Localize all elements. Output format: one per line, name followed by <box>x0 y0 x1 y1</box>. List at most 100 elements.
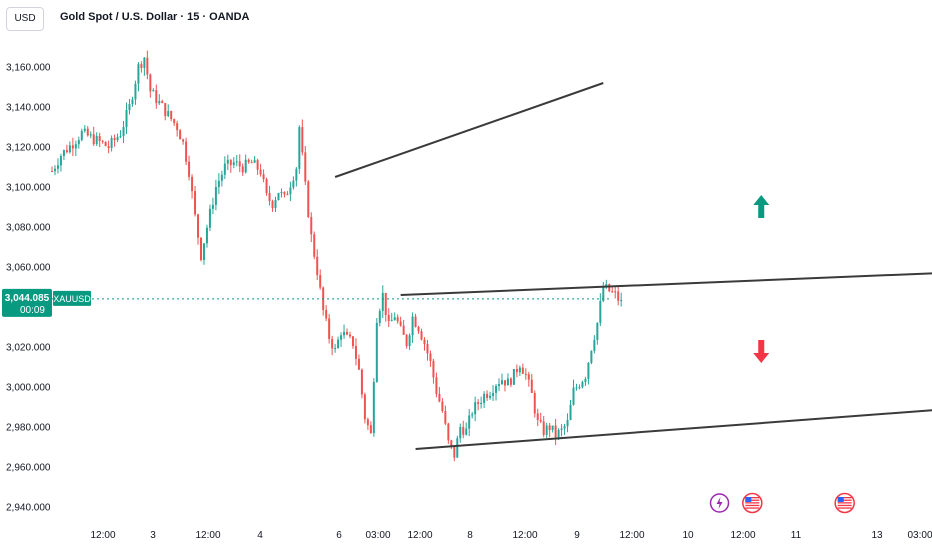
candle <box>512 368 515 385</box>
candle <box>432 358 435 384</box>
candle <box>56 158 59 174</box>
candle-body <box>134 83 137 100</box>
candle <box>319 269 322 290</box>
candle-body <box>143 57 146 68</box>
candle <box>489 391 492 400</box>
candle <box>229 159 232 173</box>
candle <box>346 328 349 336</box>
candle <box>360 368 363 399</box>
x-tick-label: 12:00 <box>512 530 537 541</box>
candle-body <box>89 134 92 136</box>
candle-body <box>188 161 191 177</box>
candle-body <box>62 150 65 157</box>
candle-body <box>119 136 122 138</box>
currency-selector[interactable]: USD <box>6 7 44 31</box>
candle <box>405 333 408 349</box>
flag-stripe <box>745 502 760 504</box>
candle-body <box>289 187 292 195</box>
candle <box>286 191 289 196</box>
candle <box>304 145 307 185</box>
candle-body <box>551 425 554 431</box>
candle-body <box>360 369 363 395</box>
candle <box>366 417 369 430</box>
candle-body <box>492 392 495 396</box>
candle-body <box>375 322 378 382</box>
candle <box>575 383 578 391</box>
candle <box>539 412 542 424</box>
candle <box>158 94 161 105</box>
candle-body <box>405 334 408 347</box>
arrow-down-icon <box>753 340 770 363</box>
candle-body <box>617 291 620 301</box>
candle <box>378 308 381 327</box>
candle <box>59 153 62 172</box>
candle <box>131 96 134 107</box>
candle-body <box>599 300 602 323</box>
candle-body <box>131 99 134 105</box>
candle-body <box>164 103 167 117</box>
candle <box>542 415 545 438</box>
candle-body <box>170 111 173 120</box>
candle-body <box>378 310 381 323</box>
candle-body <box>372 381 375 434</box>
us-event-icon[interactable] <box>742 492 763 514</box>
candle-body <box>253 160 256 163</box>
candle <box>337 336 340 349</box>
candle <box>116 133 119 143</box>
candle <box>420 328 423 341</box>
candle-body <box>191 176 194 192</box>
trendline-2 <box>400 272 932 296</box>
x-tick-label: 8 <box>467 530 473 541</box>
candle-body <box>563 426 566 429</box>
candle-body <box>149 74 152 92</box>
candle <box>372 378 375 437</box>
us-event-icon[interactable] <box>834 492 855 514</box>
candle-body <box>265 179 268 194</box>
candle <box>253 156 256 163</box>
trendline-1 <box>334 82 604 178</box>
candle <box>322 286 325 316</box>
candle-body <box>363 394 366 420</box>
candle-body <box>202 243 205 261</box>
candle <box>259 163 262 177</box>
candle-body <box>614 291 617 293</box>
candle-body <box>86 128 89 136</box>
candle-body <box>509 378 512 385</box>
candle <box>223 156 226 180</box>
candle-body <box>611 291 614 293</box>
candle <box>268 185 271 206</box>
candle-body <box>140 64 143 68</box>
price-badge-bg <box>2 288 52 317</box>
candle-body <box>241 166 244 173</box>
candle <box>328 314 331 344</box>
candle-body <box>313 234 316 257</box>
candle <box>244 154 247 174</box>
candle-body <box>208 208 211 228</box>
candle <box>593 335 596 354</box>
candle <box>325 305 328 322</box>
candle-body <box>104 141 107 146</box>
flash-event-icon[interactable] <box>709 493 730 513</box>
x-tick-label: 6 <box>336 530 342 541</box>
candle <box>354 338 357 366</box>
candle <box>179 128 182 140</box>
candle <box>128 98 131 115</box>
candle <box>375 317 378 383</box>
candle <box>101 139 104 144</box>
candle-body <box>343 331 346 336</box>
candle <box>155 84 158 109</box>
candle-body <box>417 326 420 332</box>
candle <box>146 50 149 80</box>
flag-stripe <box>745 507 760 509</box>
candle <box>122 120 125 144</box>
candle-body <box>596 322 599 340</box>
candle-body <box>503 380 506 386</box>
candle-body <box>283 192 286 195</box>
candle <box>74 140 77 157</box>
candle <box>417 325 420 334</box>
candle <box>137 62 140 92</box>
candle <box>450 439 453 450</box>
candle-body <box>197 214 200 238</box>
